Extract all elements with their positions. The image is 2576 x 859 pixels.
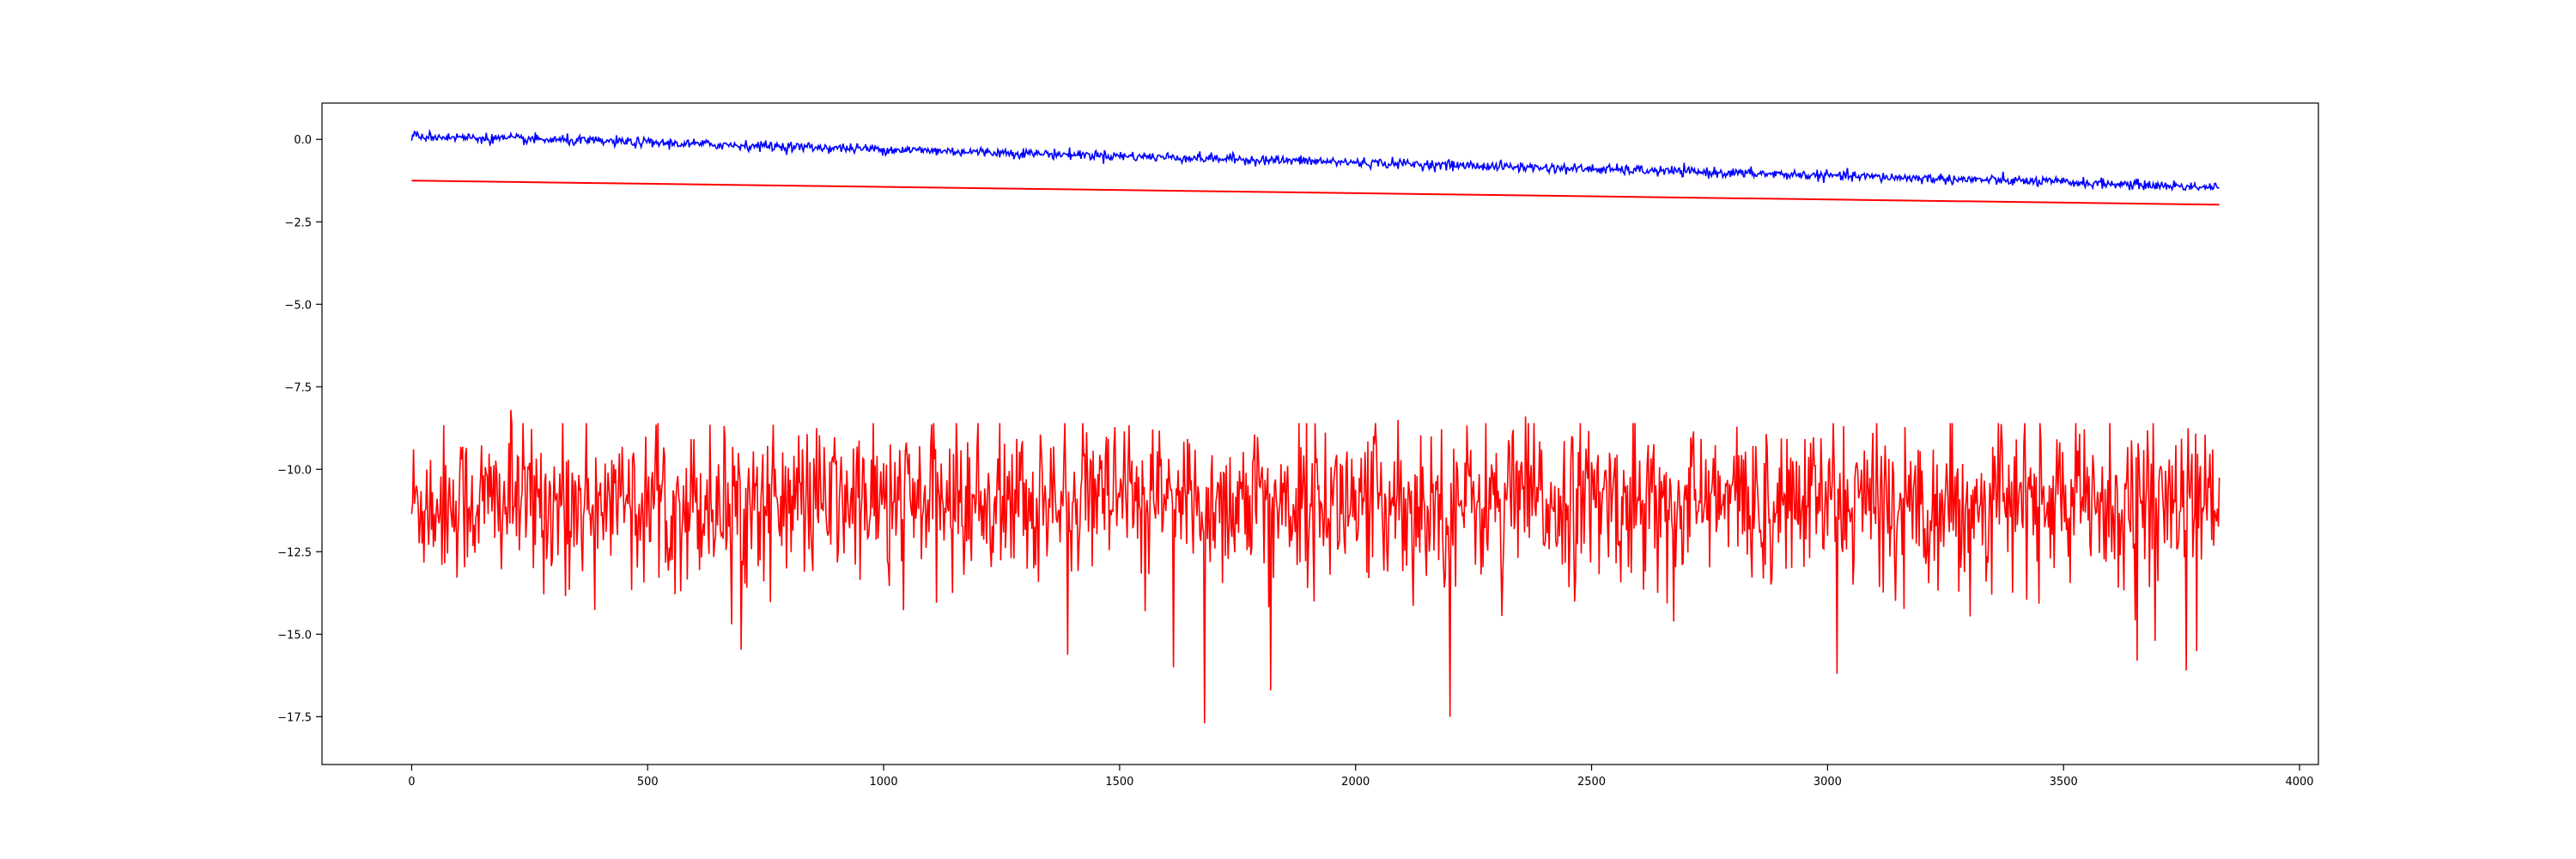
y-tick-label: −2.5 bbox=[284, 216, 312, 229]
x-tick-label: 3500 bbox=[2050, 776, 2078, 789]
series-red-noisy-line bbox=[410, 410, 2221, 724]
y-tick-label: −15.0 bbox=[277, 629, 312, 642]
x-tick-label: 0 bbox=[408, 776, 415, 789]
y-tick-label: −17.5 bbox=[277, 711, 312, 724]
series-layer bbox=[410, 128, 2221, 724]
y-axis: 0.0 −2.5 −5.0 −7.5 −10.0 −12.5 −15.0 −17.5 bbox=[277, 134, 322, 724]
y-tick-label: −12.5 bbox=[277, 546, 312, 559]
y-tick-label: −5.0 bbox=[284, 299, 312, 312]
x-tick-label: 2500 bbox=[1577, 776, 1606, 789]
series-red-trend-line bbox=[411, 180, 2220, 206]
x-tick-label: 2000 bbox=[1341, 776, 1370, 789]
y-tick-label: −10.0 bbox=[277, 464, 312, 477]
x-axis: 0 500 1000 1500 2000 2500 3000 3500 4000 bbox=[408, 765, 2314, 789]
series-blue-noisy-line bbox=[410, 128, 2220, 192]
plot-frame bbox=[321, 102, 2319, 765]
x-tick-label: 500 bbox=[637, 776, 659, 789]
x-tick-label: 4000 bbox=[2285, 776, 2313, 789]
y-tick-label: −7.5 bbox=[284, 381, 312, 394]
y-tick-label: 0.0 bbox=[294, 134, 312, 147]
x-tick-label: 1500 bbox=[1105, 776, 1133, 789]
x-tick-label: 3000 bbox=[1814, 776, 1842, 789]
x-tick-label: 1000 bbox=[870, 776, 898, 789]
